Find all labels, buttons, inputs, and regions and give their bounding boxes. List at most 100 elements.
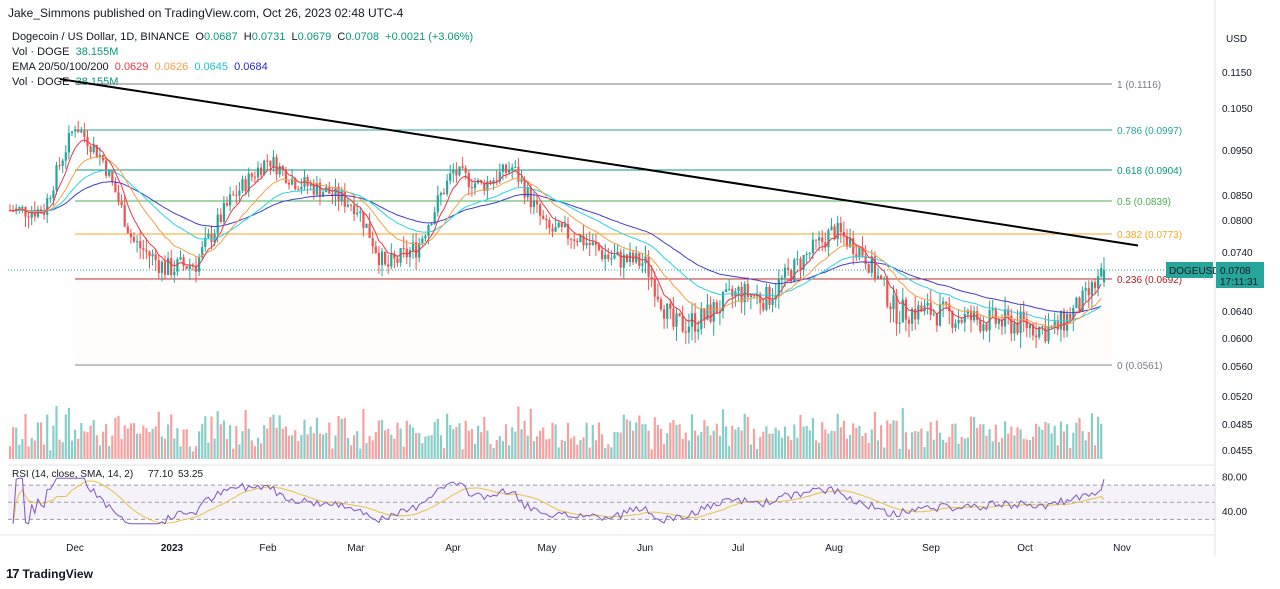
volume-bar [461, 449, 464, 459]
volume-bar [64, 414, 67, 459]
volume-bar [201, 424, 204, 459]
candle-body [697, 329, 700, 332]
symbol-title[interactable]: Dogecoin / US Dollar, 1D, BINANCE [12, 31, 190, 43]
candle-body [142, 248, 145, 250]
volume-bar [322, 434, 325, 459]
price-tick-4: 0.0800 [1222, 216, 1253, 227]
candle-body [467, 172, 470, 188]
candle-body [858, 247, 861, 258]
volume-bar [765, 426, 768, 459]
volume-bar [532, 441, 535, 459]
volume-bar [163, 438, 167, 459]
volume-bar [914, 431, 917, 459]
candle-body [405, 248, 408, 258]
candle-body [179, 257, 182, 260]
candle-body [787, 267, 790, 271]
candle-body [105, 160, 108, 176]
volume-bar [418, 433, 421, 459]
candle-body [380, 251, 384, 266]
candle-body [207, 233, 210, 238]
volume-bar [839, 427, 842, 459]
volume-bar [616, 431, 619, 459]
candle-body [979, 319, 982, 332]
candle-body [811, 239, 814, 254]
candle-body [582, 235, 585, 246]
volume-bar [725, 426, 728, 459]
volume-bar [678, 424, 681, 459]
candle-body [684, 331, 687, 333]
volume-bar [442, 448, 446, 459]
volume-bar [929, 422, 932, 459]
volume-bar [70, 440, 74, 459]
candle-body [365, 223, 368, 228]
volume-bar [222, 420, 225, 459]
candle-body [160, 261, 163, 273]
candle-body [170, 258, 173, 276]
candle-body [1013, 322, 1016, 334]
volume-bar [353, 435, 356, 459]
volume-bar [768, 433, 771, 459]
volume-bar [1007, 433, 1010, 459]
candle-body [33, 211, 36, 217]
volume-bar [973, 417, 976, 459]
volume-bar [238, 444, 241, 459]
candle-body [18, 207, 21, 209]
candle-body [108, 170, 111, 176]
fib-label-1: 0.786 (0.0997) [1117, 126, 1182, 137]
volume-bar [780, 437, 783, 459]
candle-body [244, 179, 247, 192]
volume-bar [632, 430, 635, 459]
volume-bar [27, 446, 30, 459]
volume-bar [756, 449, 759, 459]
volume-bar [790, 440, 793, 459]
tradingview-logo[interactable]: 17 TradingView [6, 566, 93, 581]
candle-body [576, 240, 579, 243]
volume-bar [1044, 421, 1047, 459]
rsi-tick-0: 80.00 [1222, 473, 1247, 484]
candle-body [610, 258, 613, 260]
volume-bar [672, 420, 675, 459]
volume-label-2[interactable]: Vol · DOGE [12, 76, 70, 88]
volume-bar [225, 438, 229, 459]
candle-body [501, 164, 504, 172]
candle-body [526, 186, 529, 198]
volume-bar [653, 417, 656, 459]
candle-body [371, 237, 374, 247]
volume-bar [80, 423, 83, 459]
volume-bar [340, 419, 343, 459]
ema-label[interactable]: EMA 20/50/100/200 [12, 61, 109, 73]
candle-body [43, 213, 46, 215]
candle-body [613, 255, 616, 259]
candle-body [346, 204, 349, 207]
volume-bar [408, 424, 411, 459]
volume-bar [213, 438, 216, 459]
time-tick-6: Jun [637, 543, 653, 554]
volume-bar [387, 428, 390, 459]
candle-body [470, 187, 473, 189]
volume-bar [492, 448, 495, 459]
volume-bar [514, 431, 517, 459]
candle-body [349, 204, 353, 206]
volume-bar [1093, 445, 1097, 459]
volume-label[interactable]: Vol · DOGE [12, 46, 70, 58]
volume-bar [1090, 413, 1093, 459]
candle-body [678, 313, 681, 317]
volume-bar [917, 431, 920, 459]
volume-bar [1031, 436, 1035, 459]
rsi-sma-line [12, 480, 1105, 524]
volume-bar [309, 426, 312, 459]
time-tick-7: Jul [732, 543, 745, 554]
volume-bar [219, 424, 222, 459]
volume-bar [77, 438, 80, 459]
time-axis: Dec 2023 Feb Mar Apr May Jun Jul Aug Sep Oct Nov [0, 534, 1215, 554]
symbol-badge-label: DOGEUSD [1169, 266, 1220, 277]
candle-body [935, 313, 938, 326]
candle-body [870, 256, 873, 273]
volume-bar [762, 431, 765, 459]
volume-bar [808, 430, 811, 459]
volume-bar [731, 425, 734, 459]
volume-bar [656, 424, 659, 459]
volume-bar [895, 420, 898, 459]
volume-bar [83, 431, 86, 459]
